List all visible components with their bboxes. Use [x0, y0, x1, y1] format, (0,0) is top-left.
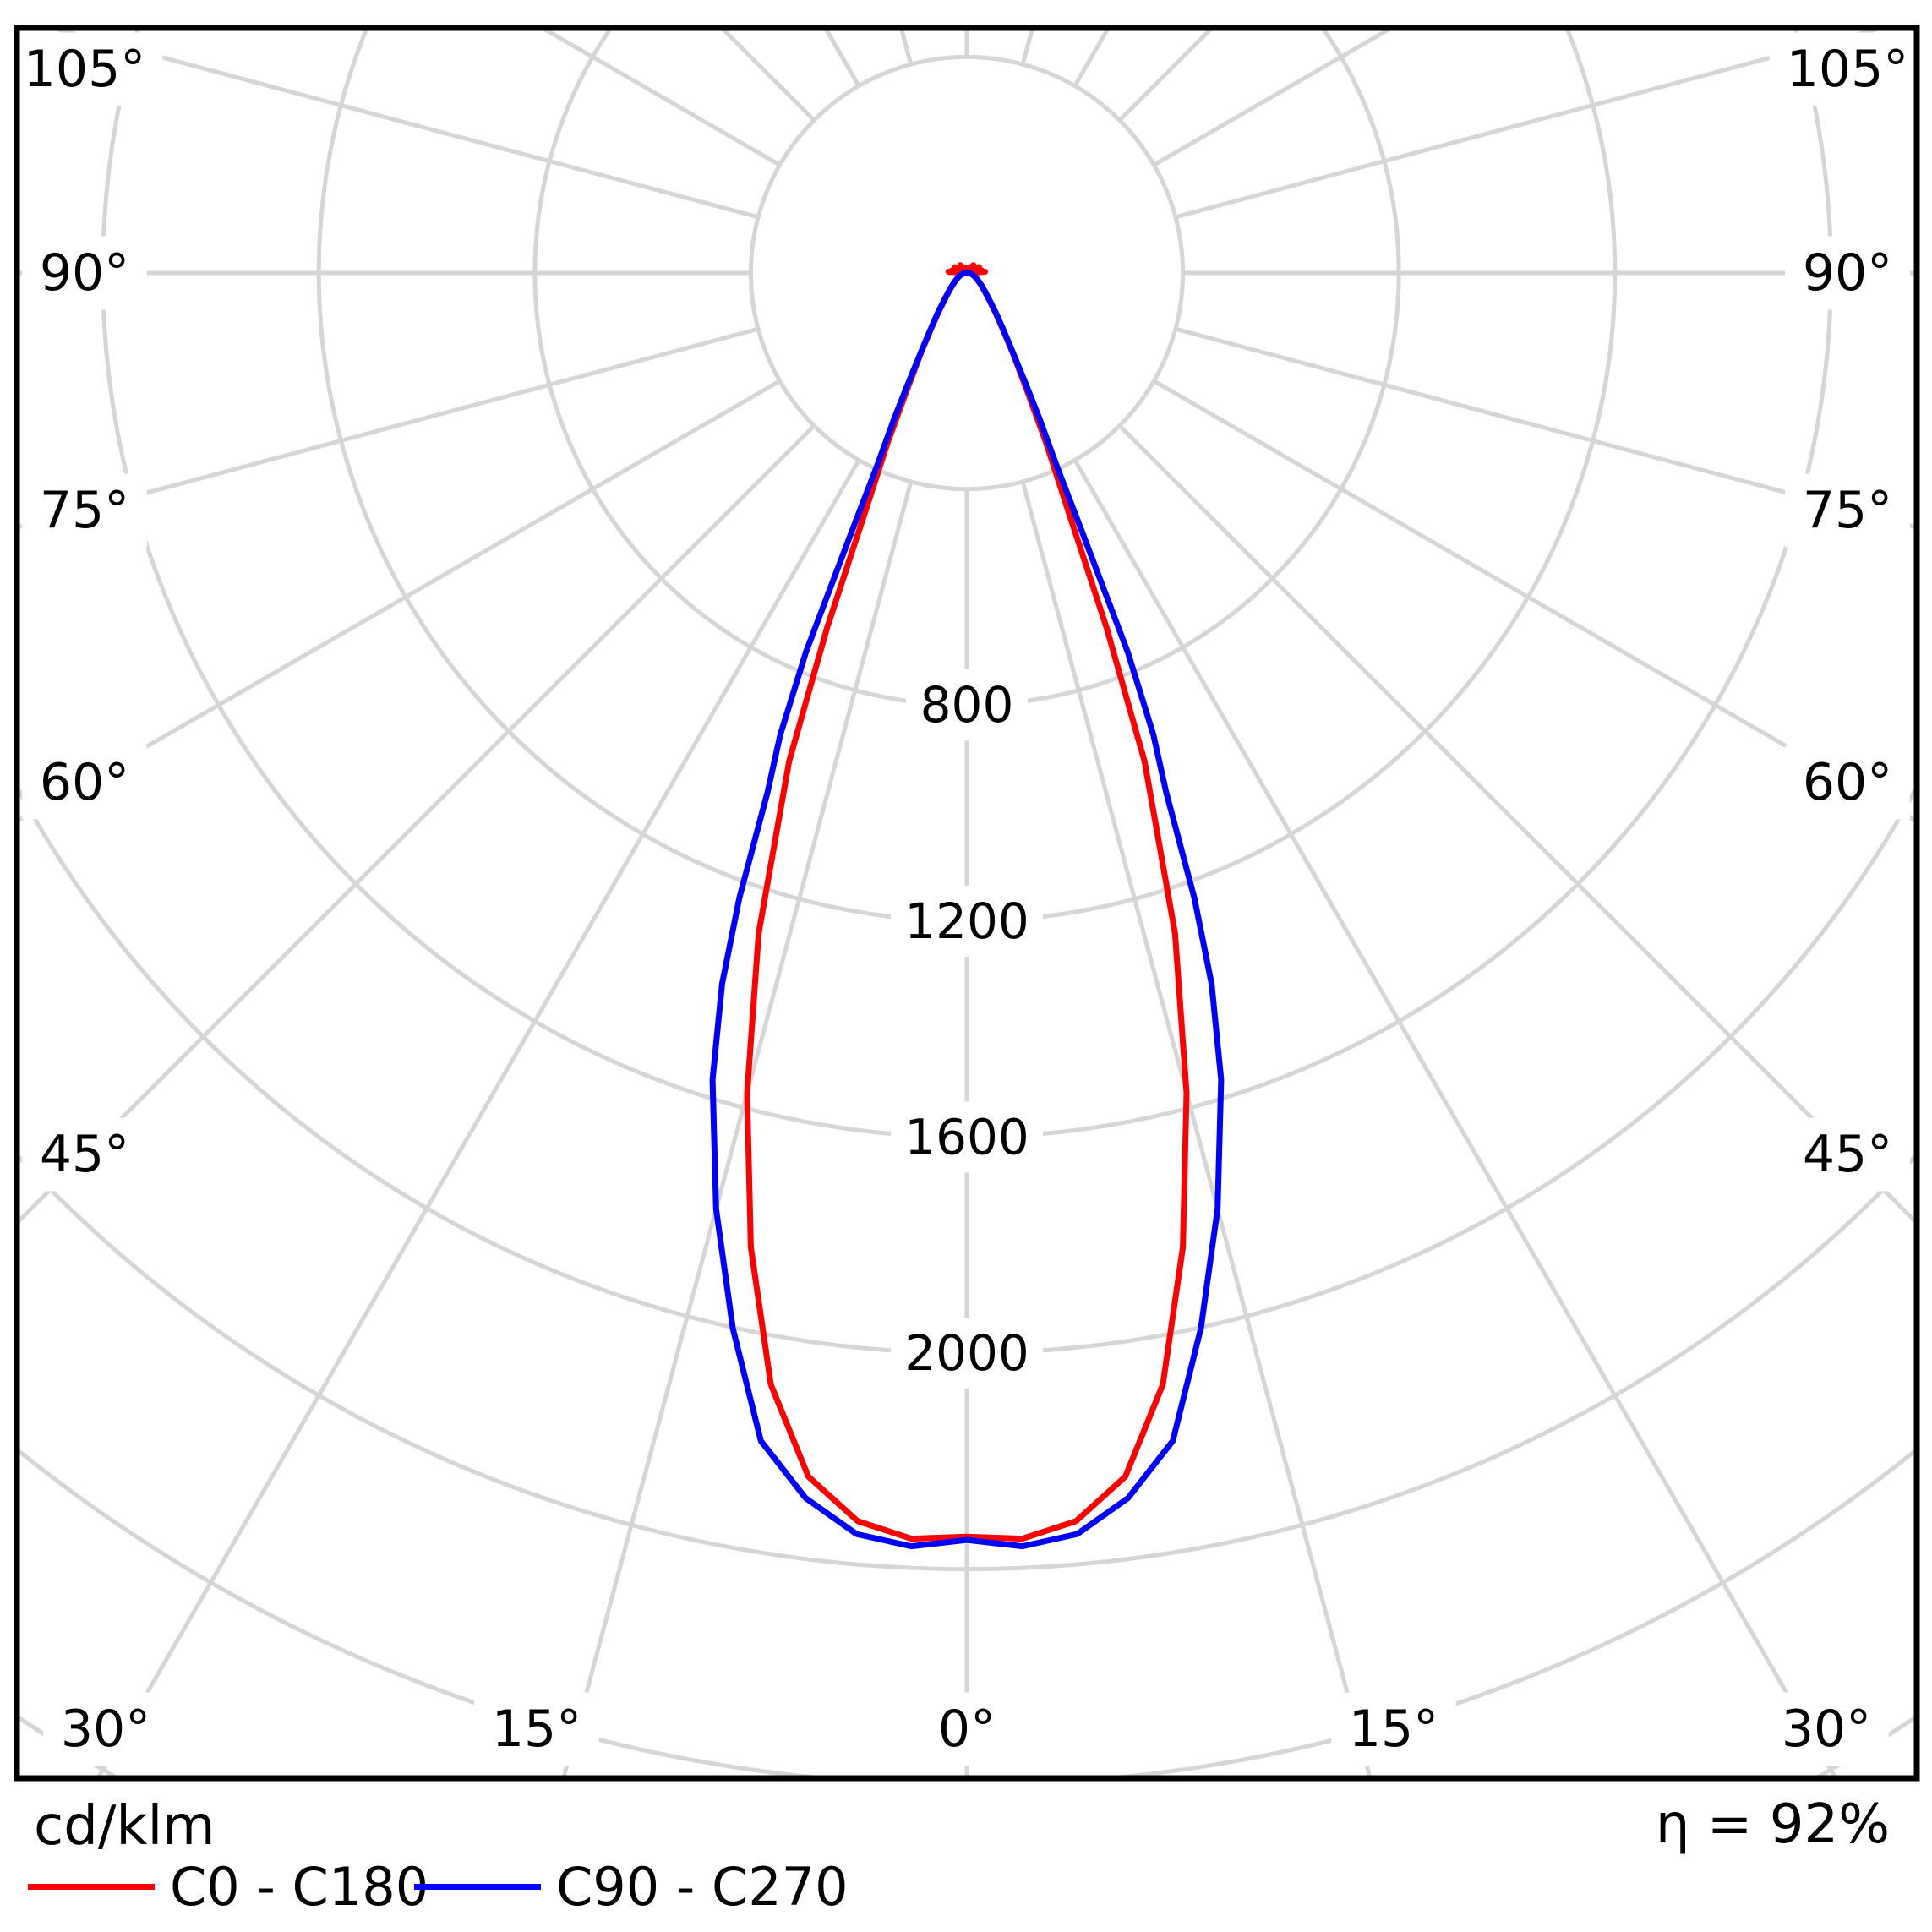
angle-label-15-bottom-left: 15°	[492, 1700, 581, 1759]
angle-label-15-bottom-left-bg	[474, 1692, 599, 1766]
angle-label-75-left: 75°	[40, 481, 129, 540]
curve-c90-c270	[709, 269, 1225, 1550]
angle-label-30-bottom-right: 30°	[1782, 1700, 1871, 1759]
radius-label-1200-bg	[891, 885, 1043, 957]
radius-label-1600-bg	[891, 1101, 1043, 1173]
red-line-swatch	[28, 1883, 155, 1890]
grid-ray-30	[1072, 459, 1839, 1778]
grid-ray-105	[1175, 28, 1890, 220]
legend-item-c0-c180: C0 - C180	[28, 1855, 429, 1918]
angle-label-15-bottom-right-bg	[1331, 1692, 1456, 1766]
angle-label-105-left-bg	[17, 32, 163, 106]
plot-border	[14, 25, 1920, 1782]
curve-c0-c180	[744, 262, 1190, 1542]
grid-ray-15	[1020, 481, 1373, 1778]
angle-label-45-right-bg	[1785, 1117, 1910, 1192]
angle-label-60-right-bg	[1785, 745, 1910, 820]
angle-label-105-right-bg	[1769, 32, 1917, 106]
angle-label-15-bottom-right: 15°	[1349, 1700, 1438, 1759]
radius-label-1200: 1200	[904, 892, 1029, 950]
radius-label-800-bg	[906, 669, 1028, 741]
angle-label-105-right: 105°	[1787, 40, 1909, 99]
radius-label-800: 800	[920, 676, 1014, 734]
grid-ray-75	[1175, 326, 1917, 530]
grid-ray--75	[17, 326, 759, 530]
radius-label-2000: 2000	[904, 1324, 1029, 1382]
angle-label-0-bottom: 0°	[938, 1700, 996, 1759]
grid-ray-60	[1153, 379, 1917, 824]
grid-ray--165	[898, 28, 914, 65]
angle-label-45-left-bg	[22, 1117, 147, 1192]
angle-label-30-bottom-left-bg	[43, 1692, 168, 1766]
legend-label-c0-c180: C0 - C180	[170, 1855, 429, 1918]
angle-label-90-left-bg	[22, 236, 147, 310]
grid-ray-45	[1117, 423, 1917, 1226]
grid-ray--60	[17, 379, 781, 824]
radius-label-1600: 1600	[904, 1108, 1029, 1165]
radius-label-2000-bg	[891, 1317, 1043, 1389]
chart-legend: C0 - C180 C90 - C270	[0, 1856, 1932, 1924]
angle-label-30-bottom-left: 30°	[61, 1700, 150, 1759]
angle-label-75-right: 75°	[1803, 481, 1892, 540]
angle-label-60-left: 60°	[40, 753, 129, 812]
angle-label-75-left-bg	[22, 473, 147, 548]
angle-label-60-left-bg	[22, 745, 147, 820]
legend-label-c90-c270: C90 - C270	[556, 1855, 849, 1918]
angle-label-0-bottom-bg	[920, 1692, 1014, 1766]
blue-line-swatch	[414, 1883, 541, 1890]
angle-label-75-right-bg	[1785, 473, 1910, 548]
units-label: cd/klm	[34, 1795, 216, 1858]
grid-ray-165	[1020, 28, 1035, 65]
angle-label-30-bottom-right-bg	[1764, 1692, 1889, 1766]
grid-ray--15	[561, 481, 914, 1778]
angle-label-45-right: 45°	[1803, 1125, 1892, 1184]
grid-ray--105	[44, 28, 759, 220]
angle-label-90-right: 90°	[1803, 243, 1892, 303]
angle-label-105-left: 105°	[24, 40, 146, 99]
grid-ray--30	[95, 459, 861, 1778]
grid-ray--45	[17, 423, 816, 1226]
angle-label-90-left: 90°	[40, 243, 129, 303]
legend-item-c90-c270: C90 - C270	[414, 1855, 849, 1918]
angle-label-90-right-bg	[1785, 236, 1910, 310]
angle-label-60-right: 60°	[1803, 753, 1892, 812]
efficiency-label: η = 92%	[1655, 1793, 1890, 1856]
angle-label-45-left: 45°	[40, 1125, 129, 1184]
